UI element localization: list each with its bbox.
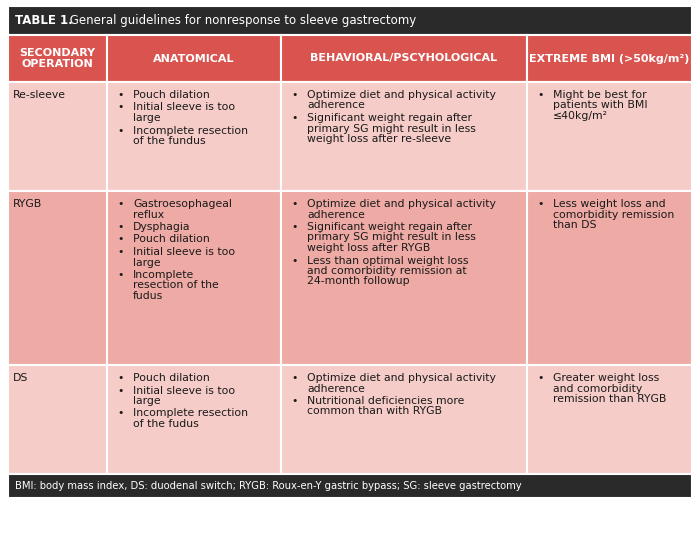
Text: Gastroesophageal: Gastroesophageal [133,199,232,209]
Text: Significant weight regain after: Significant weight regain after [307,113,472,123]
Bar [8,365,107,474]
Text: Initial sleeve is too: Initial sleeve is too [133,386,235,396]
Text: than DS: than DS [553,220,596,230]
Bar [281,82,527,191]
Bar [8,35,107,82]
Bar [527,365,692,474]
Bar [8,191,107,365]
Text: Dysphagia: Dysphagia [133,222,190,232]
Text: DS: DS [13,373,29,383]
Text: •: • [118,126,124,136]
Text: comorbidity remission: comorbidity remission [553,209,674,219]
Bar [281,365,527,474]
Text: Less than optimal weight loss: Less than optimal weight loss [307,255,468,265]
Text: BEHAVIORAL/PSCYHOLOGICAL: BEHAVIORAL/PSCYHOLOGICAL [310,54,498,64]
Text: •: • [538,90,544,100]
Text: •: • [292,373,298,383]
Bar [281,35,527,82]
Text: Less weight loss and: Less weight loss and [553,199,666,209]
Text: remission than RYGB: remission than RYGB [553,394,666,404]
Text: •: • [118,408,124,418]
Text: weight loss after RYGB: weight loss after RYGB [307,243,430,253]
Text: •: • [118,247,124,257]
Text: •: • [118,373,124,383]
Text: Significant weight regain after: Significant weight regain after [307,222,472,232]
Text: of the fudus: of the fudus [133,419,199,429]
Bar [527,191,692,365]
Text: patients with BMI: patients with BMI [553,100,648,110]
Text: •: • [118,199,124,209]
Bar [281,191,527,365]
Bar [107,365,281,474]
Bar [8,82,107,191]
Text: TABLE 1.: TABLE 1. [15,14,73,27]
Text: weight loss after re-sleeve: weight loss after re-sleeve [307,134,451,144]
Text: •: • [118,386,124,396]
Text: Incomplete resection: Incomplete resection [133,408,248,418]
Text: large: large [133,113,160,123]
Text: General guidelines for nonresponse to sleeve gastrectomy: General guidelines for nonresponse to sl… [66,14,416,27]
Text: •: • [538,199,544,209]
Text: •: • [118,234,124,244]
Text: •: • [292,90,298,100]
Text: BMI: body mass index, DS: duodenal switch; RYGB: Roux-en-Y gastric bypass; SG: s: BMI: body mass index, DS: duodenal switc… [15,481,522,491]
Text: Optimize diet and physical activity: Optimize diet and physical activity [307,373,496,383]
Text: Nutritional deficiencies more: Nutritional deficiencies more [307,396,464,406]
Text: •: • [118,270,124,280]
Text: adherence: adherence [307,100,365,110]
Text: Re-sleeve: Re-sleeve [13,90,66,100]
Text: Pouch dilation: Pouch dilation [133,373,210,383]
Bar [527,82,692,191]
Text: and comorbidity remission at: and comorbidity remission at [307,266,467,276]
Text: large: large [133,396,160,406]
Text: Pouch dilation: Pouch dilation [133,234,210,244]
Text: Greater weight loss: Greater weight loss [553,373,659,383]
Text: •: • [292,222,298,232]
Text: •: • [292,113,298,123]
Text: Pouch dilation: Pouch dilation [133,90,210,100]
Text: ≤40kg/m²: ≤40kg/m² [553,111,608,121]
Bar [8,6,692,35]
Text: adherence: adherence [307,383,365,393]
Bar [107,82,281,191]
Text: and comorbidity: and comorbidity [553,383,643,393]
Bar [107,191,281,365]
Text: •: • [292,255,298,265]
Text: Might be best for: Might be best for [553,90,647,100]
Text: •: • [118,90,124,100]
Bar [527,35,692,82]
Text: •: • [292,199,298,209]
Text: fudus: fudus [133,291,163,301]
Text: Incomplete: Incomplete [133,270,195,280]
Text: Optimize diet and physical activity: Optimize diet and physical activity [307,90,496,100]
Text: •: • [118,102,124,112]
Text: •: • [538,373,544,383]
Text: primary SG might result in less: primary SG might result in less [307,233,476,243]
Text: EXTREME BMI (>50kg/m²): EXTREME BMI (>50kg/m²) [529,54,690,64]
Text: ANATOMICAL: ANATOMICAL [153,54,235,64]
Text: •: • [118,222,124,232]
Text: of the fundus: of the fundus [133,136,206,146]
Bar [8,474,692,498]
Text: reflux: reflux [133,209,164,219]
Text: SECONDARY
OPERATION: SECONDARY OPERATION [20,48,96,69]
Text: common than with RYGB: common than with RYGB [307,407,442,417]
Text: Optimize diet and physical activity: Optimize diet and physical activity [307,199,496,209]
Bar [107,35,281,82]
Text: large: large [133,258,160,268]
Text: Initial sleeve is too: Initial sleeve is too [133,247,235,257]
Text: 24-month followup: 24-month followup [307,276,410,286]
Text: adherence: adherence [307,209,365,219]
Text: RYGB: RYGB [13,199,42,209]
Text: Incomplete resection: Incomplete resection [133,126,248,136]
Text: •: • [292,396,298,406]
Text: primary SG might result in less: primary SG might result in less [307,124,476,134]
Text: resection of the: resection of the [133,280,218,290]
Text: Initial sleeve is too: Initial sleeve is too [133,102,235,112]
